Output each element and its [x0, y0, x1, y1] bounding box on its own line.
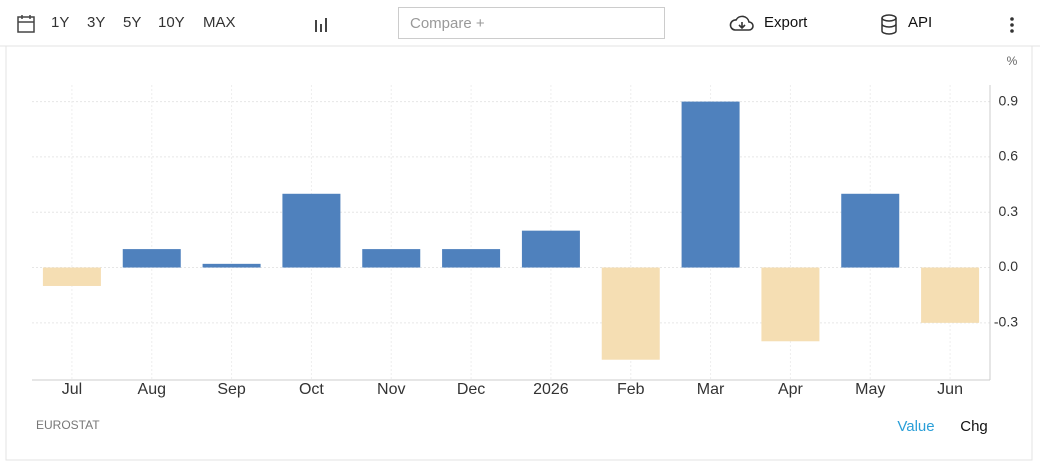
view-tab[interactable]: Chg — [960, 418, 988, 435]
unit-label: % — [1007, 54, 1018, 68]
x-tick-label: Jun — [937, 381, 963, 398]
x-tick-label: Nov — [377, 381, 405, 398]
x-tick-label: May — [855, 381, 885, 398]
more-menu[interactable] — [1008, 16, 1016, 34]
view-tab[interactable]: Value — [897, 418, 934, 435]
x-tick-label: Aug — [138, 381, 166, 398]
range-button[interactable]: 10Y — [158, 14, 185, 31]
cloud-icon[interactable] — [729, 14, 755, 34]
x-tick-label: Apr — [778, 381, 804, 398]
chart-frame — [5, 45, 1033, 461]
y-tick-label: 0.0 — [999, 258, 1019, 274]
x-tick-label: Jul — [62, 381, 82, 398]
bar — [761, 267, 820, 342]
bar — [202, 263, 261, 268]
bar — [841, 193, 900, 268]
x-tick-label: Oct — [299, 381, 324, 398]
bar — [681, 101, 740, 268]
bar — [282, 193, 341, 268]
y-tick-label: 0.9 — [999, 92, 1019, 108]
y-tick-label: 0.3 — [999, 203, 1019, 219]
database-icon[interactable] — [879, 14, 899, 36]
export-button[interactable]: Export — [764, 14, 808, 31]
range-button[interactable]: 1Y — [51, 14, 70, 31]
range-button[interactable]: MAX — [203, 14, 236, 31]
y-tick-label: -0.3 — [994, 314, 1018, 330]
x-tick-label: Dec — [457, 381, 485, 398]
bar — [921, 267, 980, 323]
x-tick-label: Sep — [217, 381, 246, 398]
y-tick-label: 0.6 — [999, 148, 1019, 164]
bar — [601, 267, 660, 360]
range-button[interactable]: 3Y — [87, 14, 106, 31]
range-button[interactable]: 5Y — [123, 14, 142, 31]
x-tick-label: Feb — [617, 381, 645, 398]
calendar-icon[interactable] — [16, 14, 36, 34]
compare-input[interactable]: Compare + — [398, 7, 665, 39]
bar — [442, 249, 501, 268]
x-tick-label: 2026 — [533, 381, 569, 398]
x-tick-label: Mar — [697, 381, 725, 398]
bar — [521, 230, 580, 268]
api-button[interactable]: API — [908, 14, 933, 31]
bar — [122, 249, 181, 268]
bar — [42, 267, 101, 286]
bar — [362, 249, 421, 268]
source-label: EUROSTAT — [36, 418, 100, 432]
chart-type-icon[interactable] — [312, 16, 330, 34]
